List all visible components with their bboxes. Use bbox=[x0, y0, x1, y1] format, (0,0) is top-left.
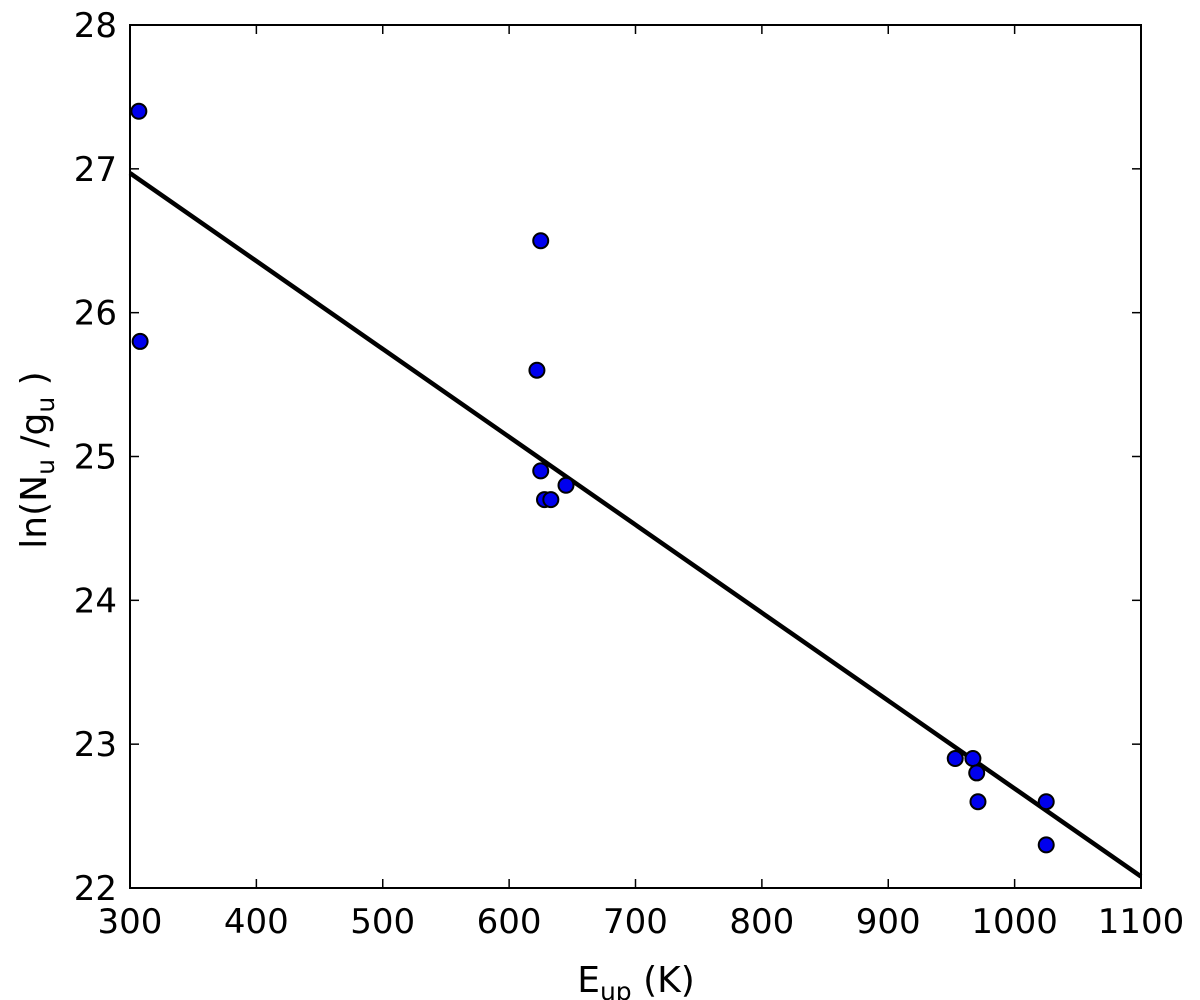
x-tick-label: 300 bbox=[98, 902, 163, 942]
x-tick-label: 1100 bbox=[1098, 902, 1185, 942]
x-tick-label: 700 bbox=[603, 902, 668, 942]
y-tick-label: 26 bbox=[74, 294, 117, 334]
data-point bbox=[532, 232, 550, 250]
y-tick-label: 27 bbox=[74, 150, 117, 190]
plot-frame bbox=[129, 24, 1142, 889]
x-tick-label: 800 bbox=[729, 902, 794, 942]
data-point bbox=[557, 476, 575, 494]
y-tick-label: 28 bbox=[74, 6, 117, 46]
tick-labels: 300 400 500 600 700 800 900 1000 1100 22 23 24 25 26 2… bbox=[74, 6, 1185, 942]
data-point bbox=[1037, 836, 1055, 854]
x-tick-label: 500 bbox=[350, 902, 415, 942]
y-tick-label: 22 bbox=[74, 869, 117, 909]
plot-area bbox=[128, 102, 1143, 879]
x-tick-label: 400 bbox=[224, 902, 289, 942]
data-point bbox=[542, 491, 560, 509]
data-point bbox=[964, 750, 982, 768]
data-point bbox=[968, 764, 986, 782]
data-point bbox=[1037, 793, 1055, 811]
data-point bbox=[532, 462, 550, 480]
x-tick-label: 900 bbox=[856, 902, 921, 942]
data-point bbox=[946, 750, 964, 768]
data-point bbox=[969, 793, 987, 811]
y-tick-label: 25 bbox=[74, 438, 117, 478]
y-tick-label: 24 bbox=[74, 581, 117, 621]
x-tick-label: 600 bbox=[477, 902, 542, 942]
y-tick-label: 23 bbox=[74, 725, 117, 765]
x-tick-label: 1000 bbox=[971, 902, 1058, 942]
data-point bbox=[130, 102, 148, 120]
y-axis-label: ln(Nu /gu ) bbox=[14, 371, 60, 548]
data-point bbox=[528, 361, 546, 379]
data-point bbox=[131, 332, 149, 350]
x-axis-label: Eup (K) bbox=[577, 960, 695, 1000]
